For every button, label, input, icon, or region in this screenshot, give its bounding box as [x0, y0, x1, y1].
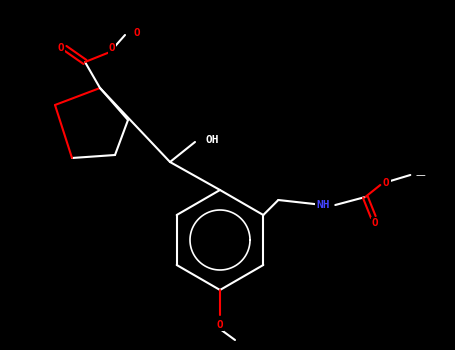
Text: O: O [133, 28, 140, 38]
Text: O: O [383, 178, 389, 188]
Text: O: O [58, 43, 64, 53]
Text: O: O [109, 43, 116, 53]
Text: NH: NH [317, 200, 330, 210]
Text: O: O [217, 320, 223, 330]
Text: O: O [372, 218, 379, 228]
Text: OH: OH [205, 135, 218, 145]
Text: —: — [415, 170, 425, 180]
